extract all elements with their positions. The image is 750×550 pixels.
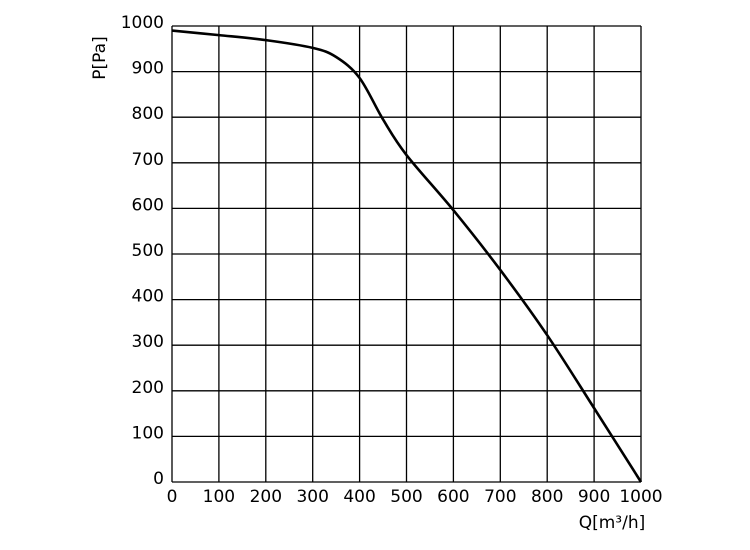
y-tick-label: 900 <box>132 59 164 79</box>
curve <box>171 29 643 483</box>
y-axis-label: P[Pa] <box>90 36 110 79</box>
y-tick-label: 0 <box>153 469 164 489</box>
y-tick-label: 1000 <box>121 13 164 33</box>
x-tick-label: 700 <box>484 487 516 507</box>
y-tick-label: 500 <box>132 241 164 261</box>
y-tick-label: 200 <box>132 378 164 398</box>
y-tick-label: 700 <box>132 150 164 170</box>
x-tick-label: 1000 <box>619 487 662 507</box>
x-tick-label: 900 <box>578 487 610 507</box>
y-tick-label: 800 <box>132 104 164 124</box>
x-tick-label: 400 <box>343 487 375 507</box>
x-tick-label: 200 <box>250 487 282 507</box>
y-tick-label: 100 <box>132 423 164 443</box>
x-tick-label: 600 <box>437 487 469 507</box>
x-tick-label: 500 <box>390 487 422 507</box>
x-tick-label: 300 <box>296 487 328 507</box>
y-tick-label: 300 <box>132 332 164 352</box>
x-axis-label: Q[m³/h] <box>579 513 646 533</box>
x-tick-label: 100 <box>203 487 235 507</box>
x-tick-label: 800 <box>531 487 563 507</box>
y-tick-label: 400 <box>132 287 164 307</box>
y-tick-label: 600 <box>132 195 164 215</box>
x-tick-label: 0 <box>167 487 178 507</box>
